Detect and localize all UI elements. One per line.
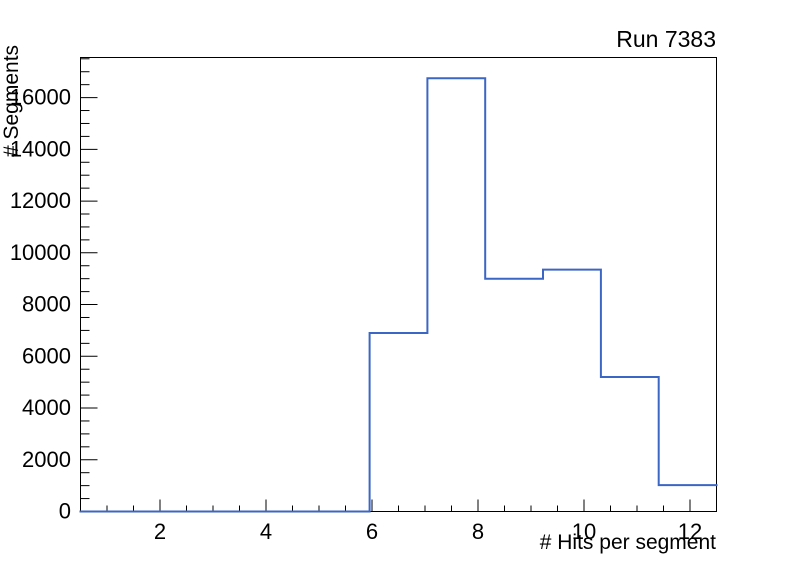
axis-tick-labels: 2 4 6 8 10 12 0 2000 4000 6000 8000 10000 12000 14000… — [10, 85, 702, 544]
y-tick-label: 0 — [59, 499, 71, 524]
histogram-line — [79, 77, 718, 513]
axis-ticks — [80, 58, 691, 512]
x-tick-label: 2 — [154, 519, 166, 544]
y-axis-title: # Segments — [0, 45, 23, 157]
y-tick-label: 2000 — [22, 447, 71, 472]
y-tick-label: 8000 — [22, 292, 71, 317]
y-tick-label: 12000 — [10, 188, 71, 213]
x-tick-label: 4 — [260, 519, 272, 544]
x-tick-label: 10 — [572, 519, 596, 544]
y-tick-label: 16000 — [10, 85, 71, 110]
plot-frame — [80, 57, 717, 512]
y-tick-label: 10000 — [10, 240, 71, 265]
x-tick-label: 6 — [366, 519, 378, 544]
x-tick-label: 12 — [678, 519, 702, 544]
plot-title: Run 7383 — [616, 26, 716, 52]
y-tick-label: 14000 — [10, 136, 71, 161]
x-tick-label: 8 — [472, 519, 484, 544]
y-tick-label: 4000 — [22, 395, 71, 420]
x-axis-title: # Hits per segment — [540, 531, 716, 554]
y-tick-label: 6000 — [22, 343, 71, 368]
